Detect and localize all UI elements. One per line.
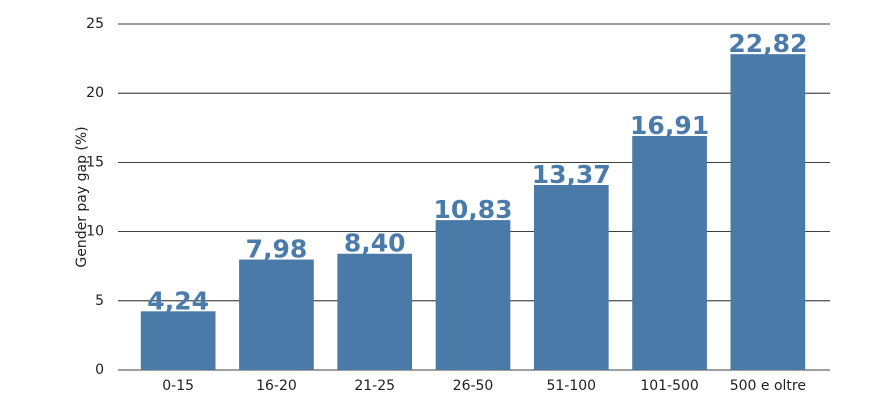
bar <box>632 135 707 370</box>
x-tick-label: 101-500 <box>640 378 699 394</box>
y-axis-label: Gender pay gap (%) <box>74 126 90 267</box>
x-tick-label: 21-25 <box>354 378 395 394</box>
value-label: 8,40 <box>344 229 406 258</box>
value-label: 4,24 <box>147 286 209 315</box>
bar <box>435 220 511 370</box>
x-tick-label: 51-100 <box>546 378 596 394</box>
bar <box>140 311 216 370</box>
value-label: 10,83 <box>433 195 512 224</box>
y-tick-label: 5 <box>95 293 104 309</box>
y-tick-label: 10 <box>86 224 104 240</box>
value-label: 13,37 <box>532 160 611 189</box>
value-label: 16,91 <box>630 111 709 140</box>
y-tick-label: 15 <box>86 154 104 170</box>
x-tick-label: 16-20 <box>256 378 297 394</box>
x-tick-label: 500 e oltre <box>730 378 806 394</box>
bar <box>337 253 413 370</box>
bar <box>239 259 314 370</box>
bar <box>533 184 609 370</box>
x-tick-label: 26-50 <box>453 378 494 394</box>
y-tick-label: 20 <box>86 85 104 101</box>
y-tick-label: 25 <box>86 16 104 32</box>
value-label: 22,82 <box>728 29 807 58</box>
value-label: 7,98 <box>246 235 308 264</box>
bar <box>730 54 806 370</box>
y-tick-label: 0 <box>95 362 104 378</box>
x-tick-label: 0-15 <box>162 378 194 394</box>
